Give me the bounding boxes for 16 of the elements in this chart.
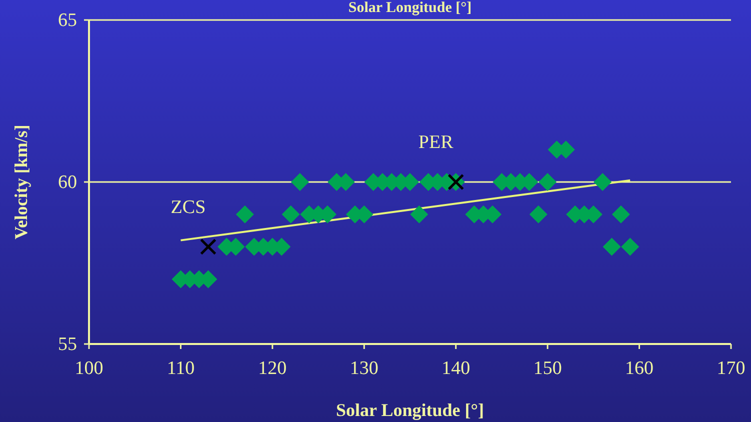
x-tick-label: 170 [716, 358, 746, 379]
x-tick-label: 110 [166, 358, 195, 379]
y-tick-label: 55 [58, 334, 77, 355]
x-tick-label: 140 [442, 358, 470, 379]
x-tick-label: 100 [74, 358, 104, 379]
x-tick-label: 150 [533, 358, 562, 379]
x-tick-label: 130 [350, 358, 378, 379]
x-tick-label: 120 [258, 358, 287, 379]
x-tick-label: 160 [625, 358, 654, 379]
y-tick-label: 65 [58, 10, 77, 31]
y-axis-title: Velocity [km/s] [11, 124, 31, 240]
annotation: ZCS [170, 196, 206, 218]
y-tick-label: 60 [58, 172, 77, 193]
x-axis-title: Solar Longitude [°] [336, 400, 484, 420]
chart-title: Solar Longitude [°] [348, 0, 472, 16]
annotation: PER [418, 132, 454, 153]
